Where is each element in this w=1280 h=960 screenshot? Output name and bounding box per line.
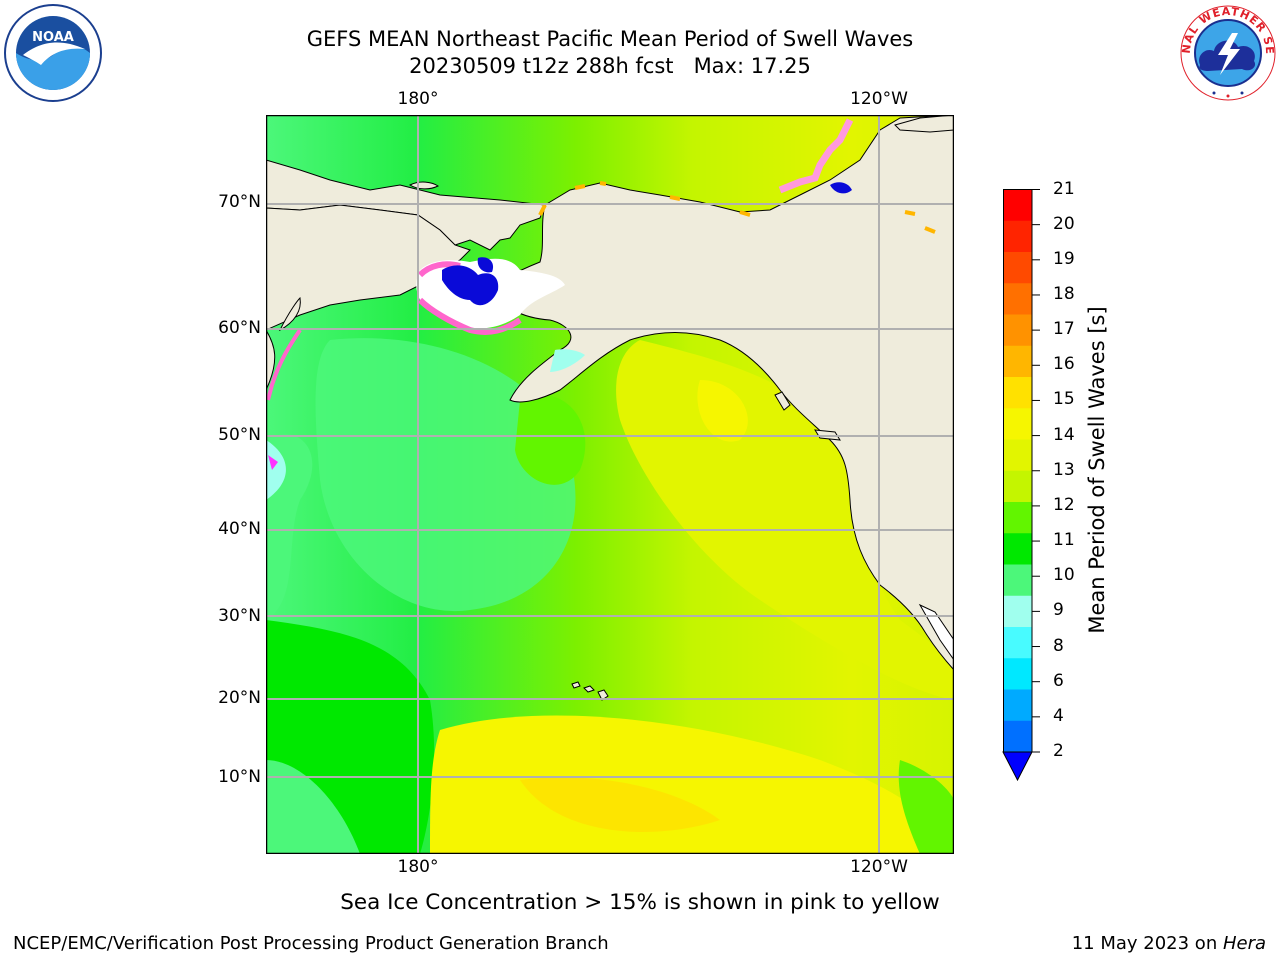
nws-logo-icon: NATIONAL WEATHER SERVICE — [1178, 3, 1276, 101]
colorbar-tick-label: 14 — [1053, 424, 1075, 445]
swell-patch-max — [520, 777, 720, 832]
chart-subtitle: 20230509 t12z 288h fcst Max: 17.25 — [409, 54, 811, 78]
sea-ice-fringe — [538, 181, 936, 234]
colorbar-swatch — [1003, 658, 1032, 690]
colorbar-swatch — [1003, 533, 1032, 565]
colorbar-tick-label: 4 — [1053, 705, 1064, 726]
lon-label-top-180: 180° — [397, 89, 439, 109]
colorbar-tick-label: 2 — [1053, 741, 1064, 761]
lon-label-bottom-120w: 120°W — [850, 857, 908, 877]
colorbar-swatch — [1003, 627, 1032, 659]
colorbar-swatch — [1003, 502, 1032, 534]
swell-patch-far-southwest — [266, 760, 360, 854]
colorbar-label: Mean Period of Swell Waves [s] — [1085, 306, 1109, 634]
colorbar-swatch — [1003, 439, 1032, 472]
colorbar-tick-label: 8 — [1053, 635, 1064, 656]
colorbar-swatch — [1003, 220, 1032, 253]
swell-patch-corner — [898, 760, 954, 854]
colorbar-tick-label: 15 — [1053, 389, 1075, 410]
colorbar-tick-label: 19 — [1053, 248, 1075, 269]
lat-label-40n: 40°N — [218, 519, 261, 539]
noaa-logo-text: NOAA — [32, 30, 74, 45]
graticule — [266, 115, 954, 854]
swell-patch-gulf — [697, 380, 748, 442]
swell-patch-mid — [515, 394, 586, 485]
colorbar-tick-label: 16 — [1053, 354, 1075, 375]
sea-ice-west-edge — [266, 328, 302, 401]
colorbar-swatch — [1003, 689, 1032, 722]
swell-patch-cyan — [266, 440, 286, 500]
colorbar-swatch — [1003, 252, 1032, 284]
colorbar-tick-label: 9 — [1053, 600, 1064, 621]
colorbar-tick-label: 10 — [1053, 565, 1075, 586]
footer-date-text: 11 May 2023 on — [1071, 933, 1223, 954]
colorbar — [1002, 189, 1040, 782]
sea-ice-patch-2 — [477, 257, 494, 273]
chart-title: GEFS MEAN Northeast Pacific Mean Period … — [306, 27, 914, 51]
map-frame — [266, 115, 954, 854]
lat-label-20n: 20°N — [218, 688, 261, 708]
land-haida-gwaii — [774, 391, 791, 411]
lat-label-50n: 50°N — [218, 425, 261, 445]
lon-label-top-120w: 120°W — [850, 89, 908, 109]
colorbar-swatch — [1003, 564, 1032, 597]
swell-patch-bristol — [550, 349, 585, 372]
colorbar-extend-arrow — [1002, 751, 1033, 782]
colorbar-tick-label: 11 — [1053, 530, 1075, 551]
swell-period-map — [266, 115, 954, 854]
land-hawaii — [571, 681, 609, 701]
sea-ice-note: Sea Ice Concentration > 15% is shown in … — [340, 890, 940, 915]
swell-patch-southeast — [430, 715, 954, 854]
swell-patch-central — [315, 338, 576, 612]
colorbar-tick-label: 21 — [1053, 178, 1075, 199]
colorbar-tick-label: 6 — [1053, 670, 1064, 691]
colorbar-tick-label: 18 — [1053, 283, 1075, 304]
lat-label-60n: 60°N — [218, 318, 261, 338]
colorbar-swatch — [1003, 283, 1032, 315]
lat-label-10n: 10°N — [218, 767, 261, 787]
colorbar-swatch — [1003, 377, 1032, 409]
footer-credit: NCEP/EMC/Verification Post Processing Pr… — [13, 933, 609, 954]
colorbar-tick-label: 12 — [1053, 494, 1075, 515]
land-arctic-islands — [894, 115, 954, 133]
sea-ice-arctic-blue — [830, 182, 852, 194]
colorbar-tick-label: 17 — [1053, 319, 1075, 340]
colorbar-swatch — [1003, 595, 1032, 628]
colorbar-swatch — [1003, 408, 1032, 440]
footer-machine: Hera — [1222, 933, 1266, 954]
colorbar-swatch — [1003, 345, 1032, 378]
colorbar-tick-label: 13 — [1053, 459, 1075, 480]
footer-date: 11 May 2023 on Hera — [1072, 933, 1266, 954]
lon-label-bottom-180: 180° — [397, 857, 439, 877]
noaa-logo-icon: NOAA — [4, 4, 102, 102]
colorbar-swatch — [1003, 189, 1032, 222]
land-st-lawrence-island — [278, 296, 301, 332]
sea-ice-high-concentration — [442, 265, 499, 306]
colorbar-tick-label: 20 — [1053, 213, 1075, 234]
sea-ice-arctic-edge — [778, 118, 854, 194]
colorbar-swatch — [1003, 470, 1032, 503]
swell-patch-northeast — [616, 340, 954, 700]
sea-ice-dot — [268, 455, 278, 470]
colorbar-swatch — [1003, 314, 1032, 347]
gulf-of-california — [918, 603, 954, 661]
land-alaska-north-america — [489, 115, 954, 671]
lat-label-30n: 30°N — [218, 606, 261, 626]
colorbar-swatch — [1003, 720, 1032, 753]
lat-label-70n: 70°N — [218, 192, 261, 212]
